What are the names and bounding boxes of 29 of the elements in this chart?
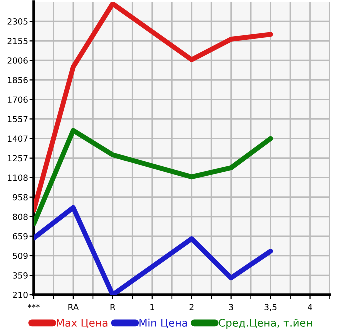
line-series: [34, 2, 274, 213]
y-tick-label: 1557: [8, 116, 28, 122]
legend-label: Min Цена: [140, 318, 188, 328]
x-tick-label: R: [110, 304, 116, 310]
y-tick-label: 1257: [8, 155, 28, 162]
x-tick-label: ***: [28, 304, 40, 308]
y-tick-label: 509: [13, 252, 28, 260]
legend-label: Сред.Цена, т.йен: [219, 318, 312, 329]
line-series: [34, 205, 274, 295]
x-tick-label: 2: [190, 304, 194, 310]
x-tick-label: 3,5: [264, 304, 277, 312]
y-tick-label: 1407: [8, 136, 28, 142]
y-tick-label: 1856: [8, 77, 28, 84]
line-series: [34, 128, 274, 227]
y-tick-label: 1108: [8, 174, 28, 182]
y-tick-label: 2155: [8, 38, 28, 44]
x-tick-label: 1: [150, 304, 154, 310]
y-tick-label: 808: [13, 214, 28, 220]
y-tick-label: 210: [13, 292, 28, 298]
x-tick-label: RA: [68, 304, 79, 310]
y-tick-label: 2006: [8, 58, 28, 64]
y-tick-label: 2305: [8, 18, 28, 25]
legend-label: Max Цена: [57, 319, 108, 328]
y-tick-label: 1706: [8, 96, 28, 104]
y-tick-label: 359: [13, 272, 28, 279]
y-tick-label: 958: [13, 194, 28, 201]
y-tick-label: 659: [13, 233, 28, 240]
x-tick-label: 3: [229, 304, 234, 310]
x-tick-label: 4: [308, 304, 312, 310]
